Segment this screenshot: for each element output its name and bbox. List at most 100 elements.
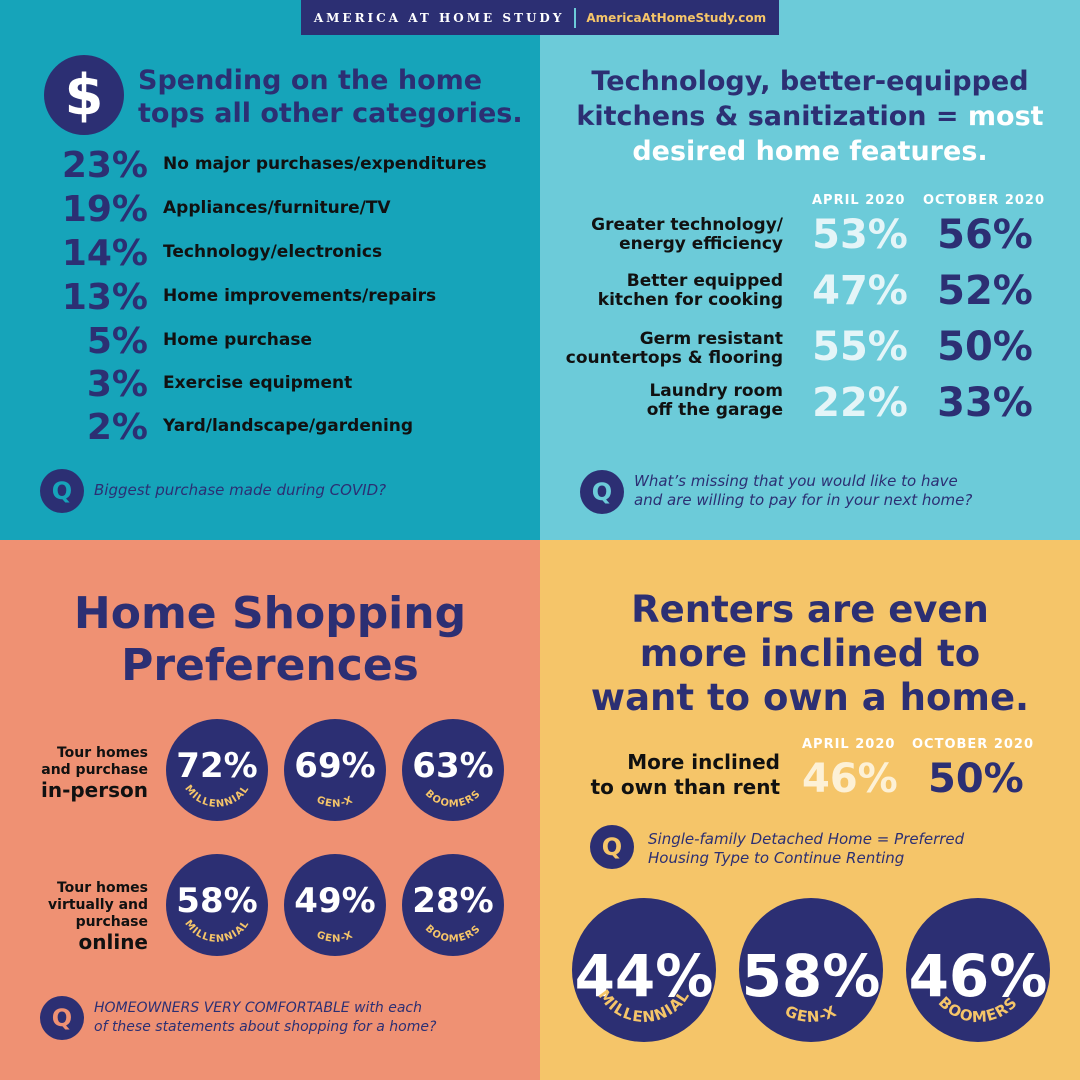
spending-row: 23% No major purchases/expenditures <box>30 144 530 188</box>
generation-text: BOOMERS <box>423 788 483 810</box>
question-icon: Q <box>580 470 624 514</box>
own-label-line1: More inclined <box>627 750 780 774</box>
feature-label: Greater technology/ energy efficiency <box>550 216 783 254</box>
generation-label: BOOMERS <box>423 788 483 810</box>
shopping-title: Home Shopping Preferences <box>0 588 540 692</box>
feature-label: Laundry room off the garage <box>550 382 783 420</box>
features-title-highlight: most <box>967 101 1044 132</box>
renters-question-line1: Single-family Detached Home = Preferred <box>648 830 965 848</box>
feature-label-line1: Laundry room <box>649 381 783 401</box>
renters-title-line1: Renters are even <box>631 588 989 631</box>
shopping-question-line2: of these statements about shopping for a… <box>94 1019 437 1035</box>
feature-row: Greater technology/ energy efficiency 53… <box>540 212 1080 268</box>
spending-label: No major purchases/expenditures <box>163 154 487 174</box>
generation-label: MILLENNIAL <box>182 783 251 810</box>
shopping-title-line1: Home Shopping <box>73 588 467 639</box>
generation-label: GEN-X <box>315 929 355 944</box>
spending-row: 3% Exercise equipment <box>30 363 530 407</box>
generation-label: BOOMERS <box>935 993 1021 1026</box>
spending-label: Yard/landscape/gardening <box>163 416 414 436</box>
spending-label: Appliances/furniture/TV <box>163 198 391 218</box>
spending-title-line2: tops all other categories. <box>138 98 523 129</box>
renters-question-line2: Housing Type to Continue Renting <box>648 849 905 867</box>
spending-row: 14% Technology/electronics <box>30 232 530 276</box>
feature-label-line2: kitchen for cooking <box>597 290 783 310</box>
features-panel: Technology, better-equipped kitchens & s… <box>540 0 1080 540</box>
header-banner: AMERICA AT HOME STUDY AmericaAtHomeStudy… <box>301 0 779 35</box>
col-april: APRIL 2020 <box>802 737 896 752</box>
spending-pct: 3% <box>86 364 148 405</box>
spending-row: 2% Yard/landscape/gardening <box>30 406 530 450</box>
dollar-icon: $ <box>44 55 124 135</box>
generation-label: MILLENNIAL <box>595 986 693 1026</box>
col-october: OCTOBER 2020 <box>923 193 1046 208</box>
pref-label-line: virtually and <box>48 897 148 913</box>
generation-text: BOOMERS <box>935 993 1021 1026</box>
generation-label: MILLENNIAL <box>182 918 251 945</box>
banner-divider <box>574 7 577 28</box>
spending-pct: 14% <box>61 233 148 274</box>
circle-value: 58% <box>741 942 881 1010</box>
features-title-line1: Technology, better-equipped <box>591 66 1029 97</box>
millennial-circle: 44% MILLENNIAL <box>572 898 716 1042</box>
generation-text: MILLENNIAL <box>182 918 251 945</box>
feature-label-line2: off the garage <box>646 400 783 420</box>
pref-label-emphasis: in-person <box>40 778 148 802</box>
pref-label-line: and purchase <box>41 762 148 778</box>
spending-pct: 2% <box>86 407 148 448</box>
generation-label: GEN-X <box>315 794 354 809</box>
pref-label-emphasis: online <box>78 930 149 954</box>
spending-pct: 19% <box>61 189 148 230</box>
spending-row: 5% Home purchase <box>30 320 530 364</box>
circle-value: 63% <box>412 746 494 786</box>
online-label: Tour homes virtually and purchase online <box>10 880 148 953</box>
circle-value: 46% <box>908 942 1048 1010</box>
study-url[interactable]: AmericaAtHomeStudy.com <box>586 10 767 25</box>
boomers-circle: 63% BOOMERS <box>402 719 504 821</box>
own-label-line2: to own than rent <box>590 775 780 799</box>
feature-row: Laundry room off the garage 22% 33% <box>540 380 1080 436</box>
millennial-circle: 58% MILLENNIAL <box>166 854 268 956</box>
feature-label-line1: Better equipped <box>626 271 783 291</box>
spending-title: Spending on the home tops all other cate… <box>138 64 538 130</box>
shopping-title-line2: Preferences <box>121 640 419 691</box>
feature-april-value: 53% <box>812 212 908 258</box>
spending-pct: 13% <box>61 277 148 318</box>
in-person-label: Tour homes and purchase in-person <box>10 745 148 801</box>
genx-circle: 49% GEN-X <box>284 854 386 956</box>
renters-title-line2: more inclined to <box>639 632 981 675</box>
features-question: What’s missing that you would like to ha… <box>634 472 972 510</box>
feature-april-value: 47% <box>812 268 908 314</box>
study-title: AMERICA AT HOME STUDY <box>313 10 565 25</box>
feature-october-value: 52% <box>937 268 1033 314</box>
spending-panel: $ Spending on the home tops all other ca… <box>0 0 540 540</box>
generation-text: GEN-X <box>315 929 355 944</box>
features-question-line1: What’s missing that you would like to ha… <box>634 472 958 490</box>
features-question-line2: and are willing to pay for in your next … <box>634 491 973 509</box>
boomers-circle: 46% BOOMERS <box>906 898 1050 1042</box>
feature-label-line1: Germ resistant <box>639 329 783 349</box>
feature-row: Germ resistant countertops & flooring 55… <box>540 324 1080 380</box>
boomers-circle: 28% BOOMERS <box>402 854 504 956</box>
question-icon: Q <box>590 825 634 869</box>
generation-text: BOOMERS <box>423 923 483 945</box>
feature-october-value: 56% <box>937 212 1033 258</box>
spending-label: Home improvements/repairs <box>163 286 437 306</box>
features-title-line3: desired home features. <box>632 136 988 167</box>
spending-row: 19% Appliances/furniture/TV <box>30 188 530 232</box>
renters-panel: Renters are even more inclined to want t… <box>540 540 1080 1080</box>
renters-title: Renters are even more inclined to want t… <box>540 588 1080 720</box>
feature-row: Better equipped kitchen for cooking 47% … <box>540 268 1080 324</box>
shopping-panel: Home Shopping Preferences Tour homes and… <box>0 540 540 1080</box>
spending-pct: 23% <box>61 145 148 186</box>
spending-label: Exercise equipment <box>163 373 353 393</box>
circle-value: 28% <box>412 881 494 921</box>
feature-april-value: 55% <box>812 324 908 370</box>
spending-question: Biggest purchase made during COVID? <box>94 481 387 499</box>
feature-label: Germ resistant countertops & flooring <box>550 330 783 368</box>
generation-text: MILLENNIAL <box>182 783 251 810</box>
millennial-circle: 72% MILLENNIAL <box>166 719 268 821</box>
features-title-line2: kitchens & sanitization = <box>576 101 968 132</box>
pref-label-line: purchase <box>75 914 148 930</box>
own-april-value: 46% <box>802 756 898 802</box>
